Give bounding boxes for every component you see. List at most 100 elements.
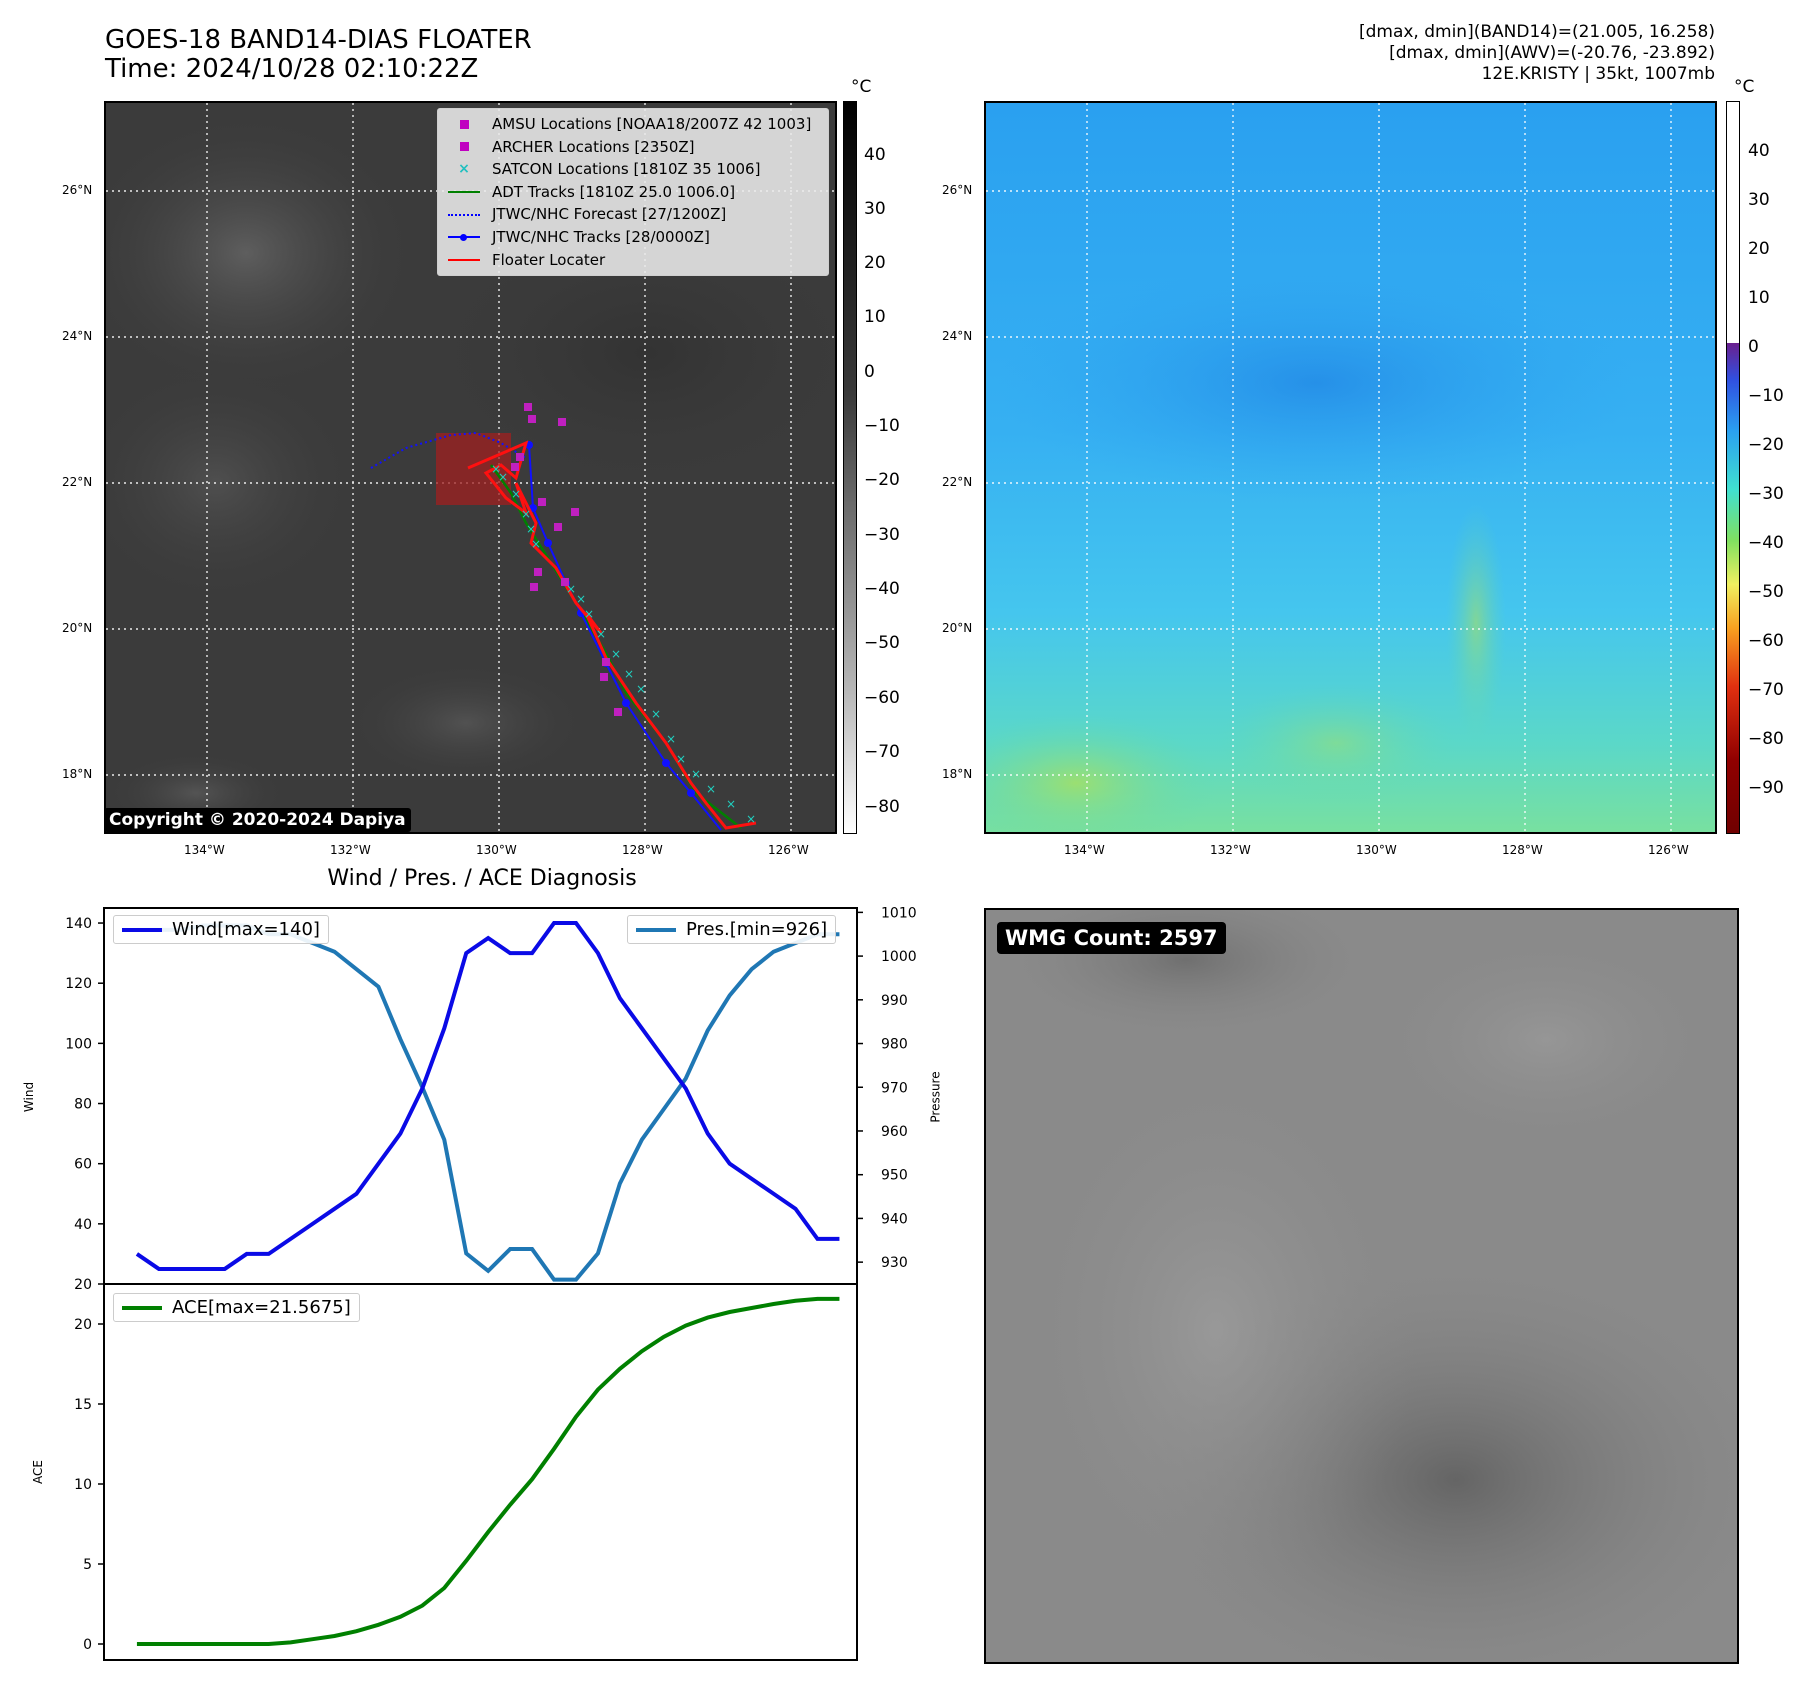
wv-lat-label: 26°N [942,183,973,197]
ir-cloud-nw [106,113,416,393]
ir-cbar-tick: −50 [864,633,900,653]
ir-cloud-s [346,663,586,783]
wv-dry-zone [996,263,1636,503]
ir-cbar-tick: −70 [864,742,900,762]
svg-text:×: × [491,462,501,476]
wv-cbar-tick: 10 [1748,288,1770,308]
svg-text:×: × [746,812,756,826]
svg-text:×: × [636,682,646,696]
ir-cbar-tick: −60 [864,688,900,708]
pressure-tick-label: 1000 [881,949,917,965]
wv-lat-label: 24°N [942,329,973,343]
wv-lon-label: 126°W [1648,843,1689,857]
svg-text:×: × [511,487,521,501]
wind-axis-label: Wind [22,1081,37,1113]
pressure-legend: Pres.[min=926] [627,915,837,944]
wv-cbar-tick: −10 [1748,386,1784,406]
ace-plot-frame [103,1283,858,1661]
svg-text:×: × [691,767,701,781]
svg-text:×: × [706,782,716,796]
ir-cbar-tick: 10 [864,307,886,327]
amsu-archer-markers [511,403,622,716]
ir-grid [106,103,835,832]
svg-text:×: × [666,732,676,746]
legend-floater: Floater Locater [444,249,822,272]
line-dot-icon [444,233,484,241]
ir-cbar-tick: −80 [864,797,900,817]
wind-tick-label: 140 [65,916,92,932]
satcon-markers: ×× ×× ×× ×× ×× ×× ×× ×× ×× ×× [491,462,756,826]
wv-moist-s [1216,683,1456,803]
wv-lon-label: 134°W [1064,843,1105,857]
pressure-tick-label: 980 [881,1037,908,1053]
svg-text:×: × [521,507,531,521]
legend-forecast: JTWC/NHC Forecast [27/1200Z] [444,203,822,226]
legend-adt-label: ADT Tracks [1810Z 25.0 1006.0] [492,182,736,201]
pressure-tick-label: 930 [881,1255,908,1271]
pressure-axis-label: Pressure [928,1071,943,1123]
wv-cbar-tick: −70 [1748,680,1784,700]
ir-lat-label: 20°N [62,621,93,635]
svg-text:×: × [726,797,736,811]
ace-legend-label: ACE[max=21.5675] [172,1297,351,1318]
wv-moist-sw [986,713,1216,832]
ir-cbar-tick: −20 [864,470,900,490]
ace-tick-label: 15 [74,1397,92,1413]
svg-text:×: × [531,537,541,551]
wmg-canvas [996,910,1737,1662]
ir-lon-label: 130°W [476,843,517,857]
title-line-1: GOES-18 BAND14-DIAS FLOATER [105,25,532,55]
legend-satcon-label: SATCON Locations [1810Z 35 1006] [492,160,761,179]
legend-forecast-label: JTWC/NHC Forecast [27/1200Z] [492,205,727,224]
wv-cbar-tick: −80 [1748,729,1784,749]
pressure-tick-label: 950 [881,1168,908,1184]
svg-text:×: × [584,607,594,621]
wmg-light-band [1016,1050,1416,1610]
pressure-tick-label: 1010 [881,905,917,921]
pressure-series-line [136,923,840,1282]
ir-cbar-tick: 20 [864,253,886,273]
stats-block: [dmax, dmin](BAND14)=(21.005, 16.258) [d… [1359,22,1715,85]
wv-cbar-tick: −50 [1748,582,1784,602]
wv-cbar-tick: 0 [1748,337,1759,357]
copyright-badge: Copyright © 2020-2024 Dapiya [104,808,411,832]
wind-legend-label: Wind[max=140] [172,919,320,940]
svg-text:×: × [576,592,586,606]
wv-lat-label: 22°N [942,475,973,489]
wv-moist-band [1446,503,1506,743]
wv-lat-label: 18°N [942,767,973,781]
wind-tick-label: 80 [74,1097,92,1113]
wv-cbar-tick: −40 [1748,533,1784,553]
ir-cloud-w [106,363,356,603]
wv-cbar-tick: −90 [1748,778,1784,798]
wind-tick-label: 40 [74,1217,92,1233]
wmg-light-ne [1366,930,1726,1150]
ir-cbar-tick: 30 [864,199,886,219]
ace-tick-label: 5 [83,1557,92,1573]
square-marker-icon [444,119,484,129]
wv-lon-label: 132°W [1210,843,1251,857]
pressure-tick-label: 960 [881,1124,908,1140]
stats-line-2: [dmax, dmin](AWV)=(-20.76, -23.892) [1389,43,1715,63]
legend-jtwc-tracks-label: JTWC/NHC Tracks [28/0000Z] [492,227,710,246]
pressure-legend-label: Pres.[min=926] [686,919,828,940]
ace-tick-label: 20 [74,1317,92,1333]
ir-cbar-tick: −10 [864,416,900,436]
legend-amsu-label: AMSU Locations [NOAA18/2007Z 42 1003] [492,115,812,133]
ace-tick-label: 10 [74,1477,92,1493]
wmg-panel [984,908,1739,1664]
green-line-icon [444,191,484,194]
wind-tick-label: 120 [65,976,92,992]
wv-cbar-tick: 30 [1748,190,1770,210]
wv-cbar-tick: −30 [1748,484,1784,504]
svg-text:×: × [566,582,576,596]
legend-amsu: AMSU Locations [NOAA18/2007Z 42 1003] [444,113,822,136]
red-line-icon [444,258,484,261]
wv-lon-label: 130°W [1356,843,1397,857]
ace-legend-line-icon [122,1305,162,1310]
legend-satcon: × SATCON Locations [1810Z 35 1006] [444,158,822,181]
wmg-count-badge: WMG Count: 2597 [997,922,1226,954]
wv-cbar-tick: −60 [1748,631,1784,651]
pressure-legend-line-icon [636,927,676,932]
wind-tick-label: 100 [65,1036,92,1052]
